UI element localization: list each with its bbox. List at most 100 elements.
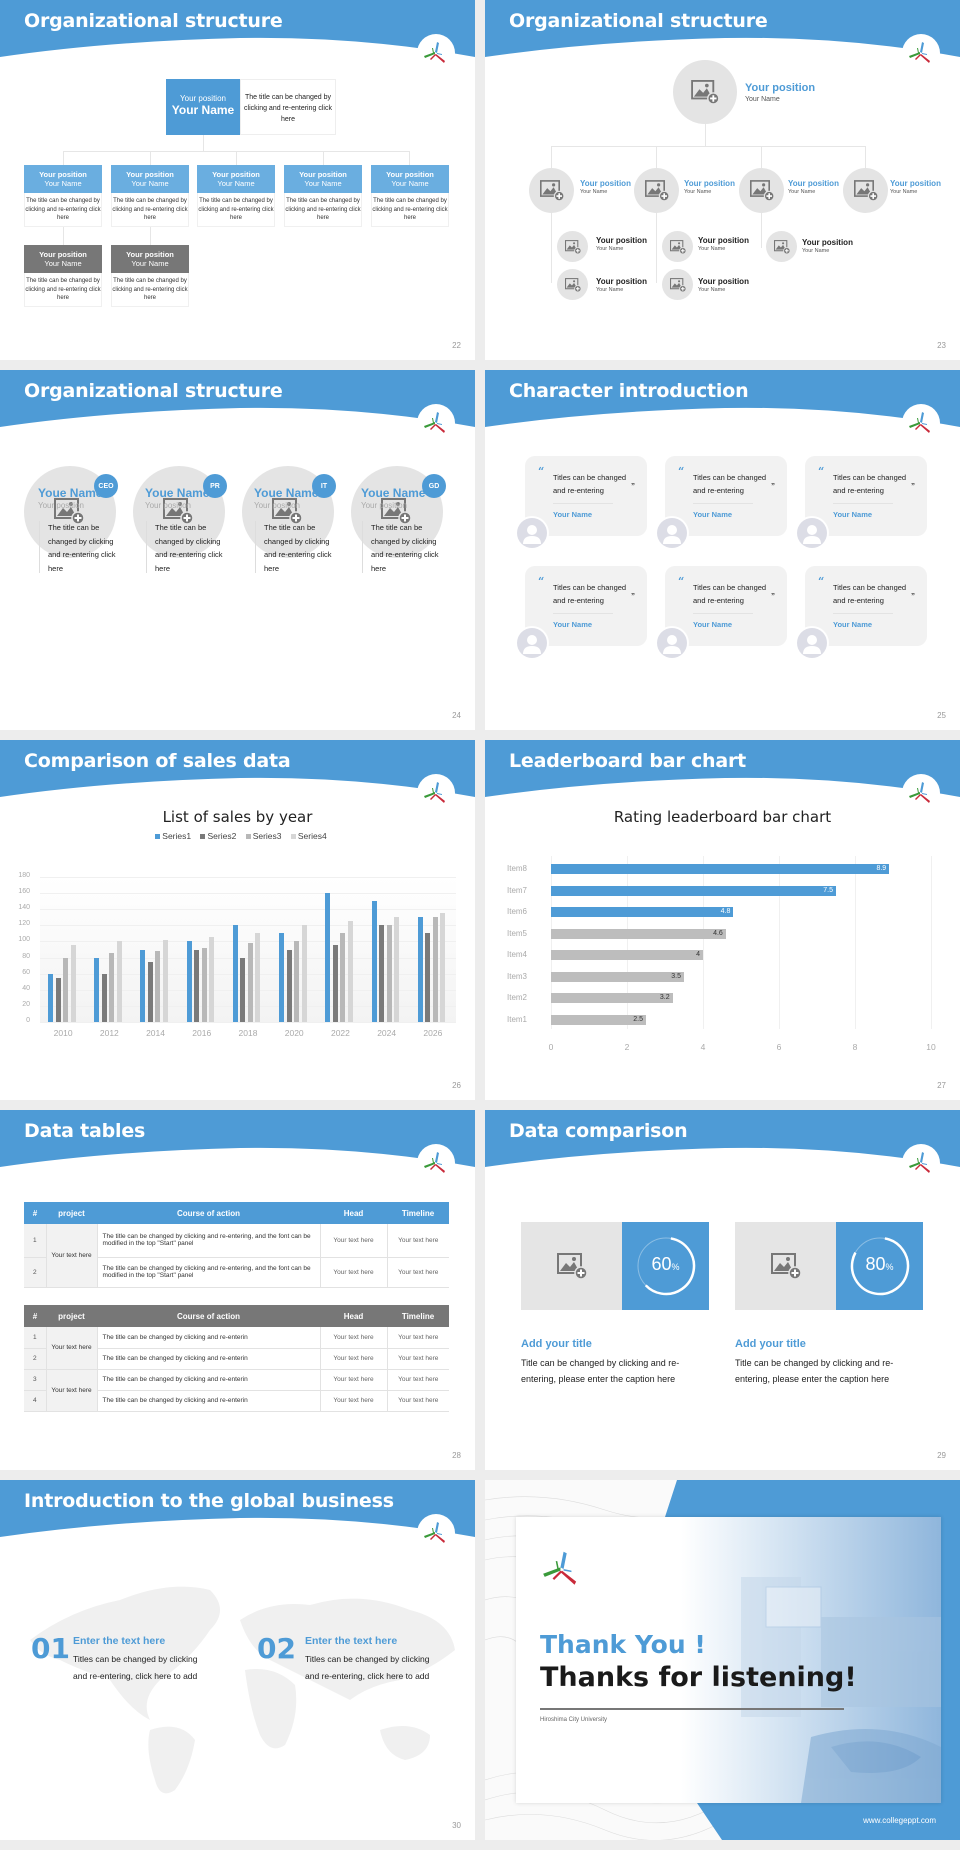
image-placeholder[interactable] xyxy=(673,60,737,124)
bar[interactable] xyxy=(201,947,207,1022)
col-header: Timeline xyxy=(387,1305,449,1327)
bar[interactable] xyxy=(325,893,331,1022)
bar[interactable]: 8.9 xyxy=(551,864,890,874)
bar[interactable] xyxy=(101,973,107,1022)
bar[interactable] xyxy=(394,917,400,1022)
bar[interactable] xyxy=(332,944,338,1022)
person-name: Youe Name xyxy=(145,486,210,500)
org-top-box[interactable]: Your position Your Name xyxy=(166,79,240,135)
table-row[interactable]: 4 The title can be changed by clicking a… xyxy=(24,1390,449,1412)
org-card[interactable]: Your position Your Name The title can be … xyxy=(284,165,362,227)
bar[interactable] xyxy=(432,917,438,1022)
slide-22[interactable]: Organizational structure Your position Y… xyxy=(0,0,475,360)
image-placeholder[interactable] xyxy=(662,269,693,300)
image-placeholder[interactable] xyxy=(634,168,679,213)
legend-swatch xyxy=(155,834,161,839)
campus-photo xyxy=(681,1517,941,1803)
bar[interactable] xyxy=(347,920,353,1022)
bar[interactable]: 7.5 xyxy=(551,885,836,896)
bar[interactable] xyxy=(63,957,68,1022)
org-card[interactable]: Your position Your Name The title can be … xyxy=(197,165,275,227)
org-card[interactable]: Your position Your Name The title can be … xyxy=(111,245,189,307)
bar[interactable] xyxy=(440,913,446,1022)
connector-line xyxy=(203,135,204,151)
slide-31[interactable]: Thank You ! Thanks for listening! Hirosh… xyxy=(485,1480,960,1840)
bar[interactable] xyxy=(109,952,115,1022)
progress-ring-icon xyxy=(636,1236,696,1296)
connector-line xyxy=(656,213,657,283)
slide-25[interactable]: Character introduction “ Titles can be c… xyxy=(485,370,960,730)
slide-26[interactable]: Comparison of sales data List of sales b… xyxy=(0,740,475,1100)
image-placeholder[interactable] xyxy=(766,231,797,262)
bar[interactable] xyxy=(140,949,146,1022)
bar[interactable] xyxy=(162,939,168,1022)
bar[interactable]: 3.2 xyxy=(551,993,673,1003)
image-placeholder[interactable] xyxy=(521,1222,622,1310)
image-placeholder[interactable] xyxy=(557,269,588,300)
bar[interactable]: 4.8 xyxy=(551,907,734,917)
bar[interactable] xyxy=(279,933,285,1022)
bar[interactable] xyxy=(209,937,215,1022)
bar[interactable] xyxy=(48,973,53,1022)
bar[interactable] xyxy=(340,933,346,1022)
bar[interactable] xyxy=(425,933,431,1022)
role-tag: GD xyxy=(422,474,446,498)
slide-27[interactable]: Leaderboard bar chart Rating leaderboard… xyxy=(485,740,960,1100)
bar[interactable] xyxy=(286,949,292,1022)
bar[interactable] xyxy=(116,941,122,1022)
slide-30[interactable]: Introduction to the global business 01 E… xyxy=(0,1480,475,1840)
percent-value: 60% xyxy=(651,1254,680,1274)
image-placeholder[interactable] xyxy=(739,168,784,213)
org-card[interactable]: Your position Your Name The title can be … xyxy=(371,165,449,227)
bar[interactable]: 4.6 xyxy=(551,928,726,939)
bar[interactable] xyxy=(155,951,161,1022)
bar[interactable] xyxy=(194,949,200,1022)
org-card[interactable]: Your position Your Name The title can be … xyxy=(24,245,102,307)
page-number: 27 xyxy=(937,1081,946,1090)
card-desc: The title can be changed by clicking and… xyxy=(111,273,189,307)
slide-title: Comparison of sales data xyxy=(24,750,291,772)
position-label: Your position xyxy=(212,170,260,179)
table-row[interactable]: 1 Your text here The title can be change… xyxy=(24,1224,449,1288)
slide-28[interactable]: Data tables # project Course of action H… xyxy=(0,1110,475,1470)
table-row[interactable]: 1 Your text here The title can be change… xyxy=(24,1327,449,1370)
table-row[interactable]: 2 The title can be changed by clicking a… xyxy=(24,1348,449,1370)
bar[interactable] xyxy=(294,941,300,1022)
cell-head: Your text here xyxy=(320,1390,388,1412)
bar[interactable] xyxy=(386,925,392,1022)
bar[interactable] xyxy=(186,941,192,1022)
bar[interactable] xyxy=(70,945,76,1022)
org-card[interactable]: Your position Your Name The title can be … xyxy=(24,165,102,227)
bar[interactable] xyxy=(55,977,61,1022)
image-placeholder[interactable] xyxy=(529,168,574,213)
slide-29[interactable]: Data comparison 60% Add your title Title… xyxy=(485,1110,960,1470)
percent-panel: 60% xyxy=(622,1222,709,1310)
slide-23[interactable]: Organizational structure Your position Yo… xyxy=(485,0,960,360)
legend-label: Series2 xyxy=(207,831,237,841)
bar[interactable] xyxy=(247,943,253,1022)
bar[interactable]: 3.5 xyxy=(551,971,684,982)
person-icon xyxy=(657,628,687,658)
bar[interactable] xyxy=(147,961,153,1022)
bar[interactable] xyxy=(94,957,100,1022)
bar[interactable] xyxy=(240,957,246,1022)
name-label: Your Name xyxy=(890,189,918,195)
image-placeholder[interactable] xyxy=(843,168,888,213)
table-row[interactable]: 2 The title can be changed by clicking a… xyxy=(24,1257,449,1288)
org-card[interactable]: Your position Your Name The title can be … xyxy=(111,165,189,227)
slide-24[interactable]: Organizational structure CEO Youe Name Y… xyxy=(0,370,475,730)
org-top-desc[interactable]: The title can be changed by clicking and… xyxy=(240,79,336,135)
bar[interactable] xyxy=(417,917,423,1022)
image-placeholder[interactable] xyxy=(557,231,588,262)
bar[interactable] xyxy=(379,925,385,1022)
bar[interactable]: 2.5 xyxy=(551,1014,646,1025)
image-placeholder[interactable] xyxy=(735,1222,836,1310)
website-link[interactable]: www.collegeppt.com xyxy=(863,1816,936,1825)
bar[interactable] xyxy=(255,933,261,1022)
image-placeholder[interactable] xyxy=(662,231,693,262)
bar[interactable] xyxy=(371,901,377,1022)
bar[interactable] xyxy=(232,925,238,1022)
bar[interactable]: 4 xyxy=(551,950,703,960)
bar[interactable] xyxy=(301,925,307,1022)
table-row[interactable]: 3 Your text here The title can be change… xyxy=(24,1369,449,1412)
